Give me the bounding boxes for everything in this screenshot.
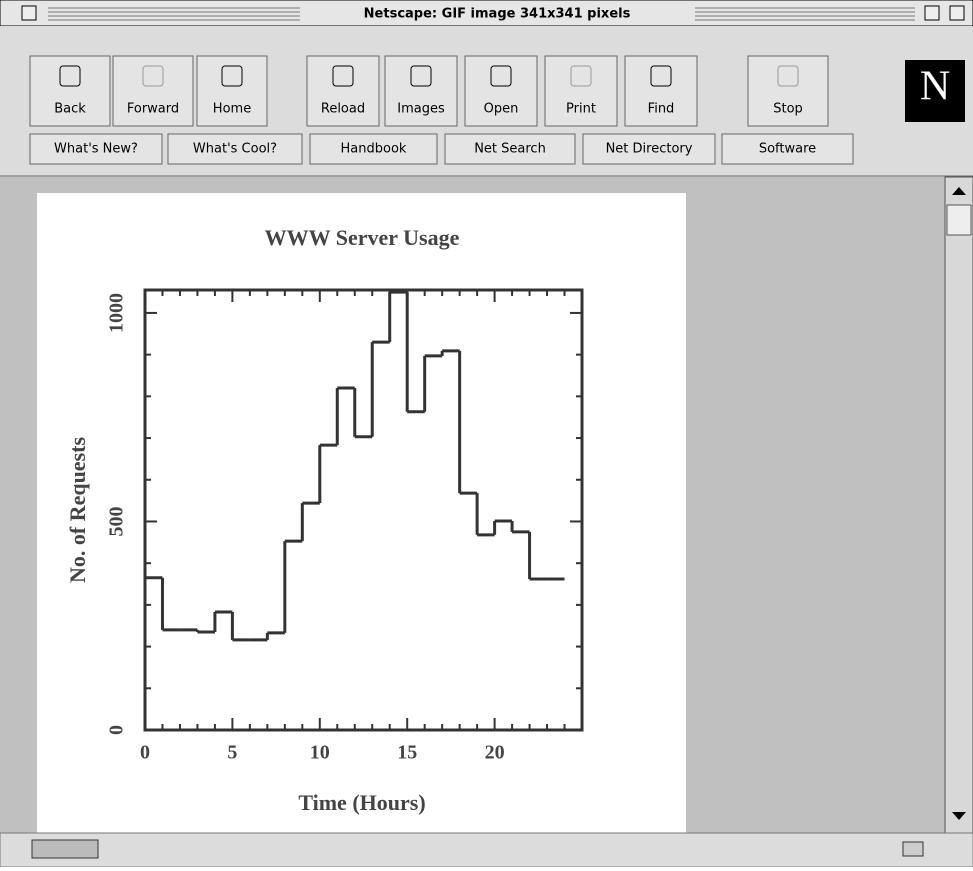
directory-button[interactable] [167, 133, 303, 165]
scroll-thumb[interactable] [946, 204, 972, 236]
directory-label: Handbook [341, 142, 407, 157]
logo: N [920, 64, 950, 110]
close-box[interactable] [21, 5, 37, 21]
scroll-down[interactable] [952, 812, 966, 820]
directory-button[interactable] [582, 133, 716, 165]
x-tick-label: 10 [310, 742, 330, 764]
button-icon [410, 65, 432, 87]
directory-button[interactable] [309, 133, 438, 165]
security-icon[interactable] [31, 839, 99, 859]
window-title: Netscape: GIF image 341x341 pixels [364, 7, 631, 22]
x-tick-label: 15 [397, 742, 417, 764]
button-icon [142, 65, 164, 87]
x-tick-label: 0 [140, 742, 150, 764]
button-icon [570, 65, 592, 87]
toolbar-button[interactable] [29, 55, 111, 127]
directory-label: Net Search [474, 142, 546, 157]
button-icon [221, 65, 243, 87]
directory-label: What's Cool? [193, 142, 277, 157]
button-label: Images [397, 102, 445, 117]
toolbar-button[interactable] [624, 55, 698, 127]
chart-title: WWW Server Usage [265, 225, 460, 250]
toolbar-button[interactable] [747, 55, 829, 127]
y-tick-label: 1000 [106, 293, 128, 333]
y-tick-label: 0 [106, 725, 128, 735]
status-bar [0, 832, 973, 868]
toolbar-button[interactable] [464, 55, 538, 127]
x-axis-label: Time (Hours) [298, 790, 425, 815]
button-label: Forward [127, 102, 179, 117]
collapse-box[interactable] [949, 5, 965, 21]
button-label: Find [648, 102, 675, 117]
toolbar-button[interactable] [544, 55, 618, 127]
y-tick-label: 500 [106, 506, 128, 536]
directory-button[interactable] [444, 133, 576, 165]
x-tick-label: 20 [485, 742, 505, 764]
toolbar-button[interactable] [112, 55, 194, 127]
button-icon [59, 65, 81, 87]
toolbar-button[interactable] [196, 55, 268, 127]
plot-frame [143, 288, 584, 732]
directory-button[interactable] [29, 133, 163, 165]
button-label: Print [566, 102, 596, 117]
toolbar-button[interactable] [384, 55, 458, 127]
directory-button[interactable] [721, 133, 854, 165]
button-label: Stop [773, 102, 803, 117]
button-label: Reload [321, 102, 365, 117]
toolbar-button[interactable] [306, 55, 380, 127]
logo-box [905, 60, 965, 122]
directory-label: What's New? [54, 142, 138, 157]
x-tick-label: 5 [227, 742, 237, 764]
scroll-up[interactable] [952, 187, 966, 195]
button-label: Back [54, 102, 86, 117]
title-stripes [48, 7, 915, 21]
directory-label: Net Directory [606, 142, 693, 157]
button-label: Home [213, 102, 251, 117]
scrollbar[interactable] [944, 176, 973, 834]
button-icon [490, 65, 512, 87]
directory-label: Software [759, 142, 816, 157]
button-icon [332, 65, 354, 87]
mail-icon[interactable] [902, 841, 924, 857]
zoom-box[interactable] [924, 5, 940, 21]
button-label: Open [484, 102, 519, 117]
button-icon [650, 65, 672, 87]
y-axis-label: No. of Requests [65, 437, 90, 583]
button-icon [777, 65, 799, 87]
